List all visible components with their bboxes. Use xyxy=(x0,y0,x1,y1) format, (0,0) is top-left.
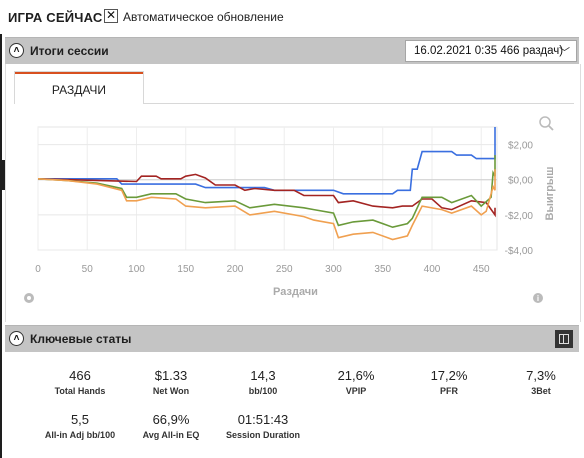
stat-value: 5,5 xyxy=(70,412,90,427)
tab-hands[interactable]: РАЗДАЧИ xyxy=(14,71,144,104)
layout-toggle-icon[interactable] xyxy=(555,330,573,348)
stat-label: 3Bet xyxy=(531,386,551,396)
stat-value: 7,3% xyxy=(526,368,556,383)
x-tick-label: 0 xyxy=(35,264,41,275)
stat-label: VPIP xyxy=(345,386,367,396)
zoom-icon xyxy=(539,116,551,128)
x-tick-label: 100 xyxy=(128,264,145,275)
x-tick-label: 400 xyxy=(424,264,441,275)
stat-value: 01:51:43 xyxy=(237,412,289,427)
tab-active-indicator xyxy=(15,72,143,74)
x-tick-label: 200 xyxy=(227,264,244,275)
gear-icon-center xyxy=(27,296,31,300)
session-select-value: 16.02.2021 0:35 466 раздач) xyxy=(414,45,564,57)
y-tick-label: $2,00 xyxy=(508,141,533,152)
y-tick-label: -$4,00 xyxy=(505,246,534,257)
winnings-chart: 0 50 100 150 200 250 300 350 400 450 $2,00 $0,00 -$2… xyxy=(24,116,556,303)
zoom-icon-handle xyxy=(548,125,554,131)
x-tick-label: 50 xyxy=(82,264,94,275)
y-axis-label: Выигрыш xyxy=(544,167,556,221)
stat-value: $1.33 xyxy=(154,368,188,383)
stat-item: 17,2% PFR xyxy=(409,368,489,396)
tab-divider xyxy=(144,103,574,104)
stats-section-header: ˄ Ключевые статы xyxy=(5,325,579,353)
stat-label: bb/100 xyxy=(248,386,278,396)
info-icon-glyph: i xyxy=(537,294,539,303)
stat-value: 14,3 xyxy=(250,368,276,383)
y-tick-label: -$2,00 xyxy=(505,211,534,222)
stat-label: Session Duration xyxy=(225,430,300,440)
stat-label: Total Hands xyxy=(54,386,106,396)
stat-item: 66,9% Avg All-in EQ xyxy=(131,412,211,440)
stat-value: 17,2% xyxy=(430,368,468,383)
session-section-header: ˄ Итоги сессии 16.02.2021 0:35 466 разда… xyxy=(5,37,579,65)
stat-label: All-in Adj bb/100 xyxy=(44,430,116,440)
stat-item: 7,3% 3Bet xyxy=(501,368,581,396)
chevron-up-icon: ˄ xyxy=(13,333,20,344)
auto-update-checkbox[interactable]: ✕ xyxy=(104,8,118,23)
stat-item: 21,6% VPIP xyxy=(316,368,396,396)
series-line xyxy=(37,169,496,241)
stat-item: 5,5 All-in Adj bb/100 xyxy=(40,412,120,440)
collapse-session-button[interactable]: ˄ xyxy=(9,43,24,58)
y-tick-label: $0,00 xyxy=(508,176,533,187)
session-select[interactable]: 16.02.2021 0:35 466 раздач) ﹀ xyxy=(405,40,577,62)
stat-value: 21,6% xyxy=(337,368,375,383)
tab-hands-label: РАЗДАЧИ xyxy=(51,83,107,97)
stat-value: 466 xyxy=(69,368,91,383)
x-tick-label: 300 xyxy=(325,264,342,275)
x-tick-label: 150 xyxy=(177,264,194,275)
x-tick-label: 250 xyxy=(276,264,293,275)
session-section-title: Итоги сессии xyxy=(30,44,109,58)
auto-update-label[interactable]: Автоматическое обновление xyxy=(123,10,284,24)
stat-value: 66,9% xyxy=(152,412,190,427)
stat-label: PFR xyxy=(440,386,458,396)
stats-section-title: Ключевые статы xyxy=(30,332,132,346)
stat-item: 01:51:43 Session Duration xyxy=(223,412,303,440)
series-line xyxy=(38,127,496,195)
series-line xyxy=(37,173,496,218)
key-stats-grid: 466 Total Hands $1.33 Net Won 14,3 bb/100 21,6… xyxy=(5,352,579,458)
stat-item: 466 Total Hands xyxy=(40,368,120,396)
series-line xyxy=(37,155,496,229)
page-title: ИГРА СЕЙЧАС xyxy=(8,10,103,25)
top-bar: ИГРА СЕЙЧАС ✕ Автоматическое обновление xyxy=(0,0,584,34)
collapse-stats-button[interactable]: ˄ xyxy=(9,331,24,346)
x-tick-label: 350 xyxy=(374,264,391,275)
x-tick-label: 450 xyxy=(473,264,490,275)
left-rail-marker xyxy=(2,160,5,190)
stat-label: Avg All-in EQ xyxy=(142,430,200,440)
chevron-down-icon: ﹀ xyxy=(559,47,570,59)
chevron-up-icon: ˄ xyxy=(13,45,20,56)
stat-label: Net Won xyxy=(152,386,190,396)
stat-item: $1.33 Net Won xyxy=(131,368,211,396)
info-icon xyxy=(533,293,543,303)
stat-item: 14,3 bb/100 xyxy=(223,368,303,396)
check-icon: ✕ xyxy=(106,8,117,22)
left-rail xyxy=(0,34,2,458)
x-axis-label: Раздачи xyxy=(273,286,318,298)
